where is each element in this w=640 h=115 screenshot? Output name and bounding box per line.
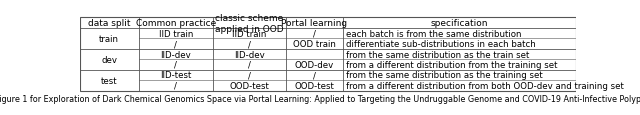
Text: differentiate sub-distributions in each batch: differentiate sub-distributions in each … (346, 40, 536, 49)
Text: from the same distribution as the train set: from the same distribution as the train … (346, 50, 529, 59)
Text: OOD train: OOD train (293, 40, 336, 49)
Text: specification: specification (431, 19, 488, 28)
Text: data split: data split (88, 19, 131, 28)
Text: IID train: IID train (232, 29, 267, 38)
Bar (80, 18, 576, 91)
Text: Common practice: Common practice (136, 19, 216, 28)
Text: classic scheme
applied in OOD: classic scheme applied in OOD (215, 13, 284, 33)
Text: from a different distribution from both OOD-dev and training set: from a different distribution from both … (346, 81, 624, 90)
Text: /: / (313, 29, 316, 38)
Text: /: / (248, 60, 251, 69)
Text: from a different distribution from the training set: from a different distribution from the t… (346, 60, 557, 69)
Text: IID-dev: IID-dev (234, 50, 265, 59)
Text: /: / (313, 71, 316, 80)
Text: OOD-dev: OOD-dev (295, 60, 334, 69)
Text: train: train (99, 34, 119, 43)
Text: IID-test: IID-test (160, 71, 191, 80)
Text: /: / (248, 71, 251, 80)
Text: /: / (174, 40, 177, 49)
Text: /: / (174, 81, 177, 90)
Text: /: / (174, 60, 177, 69)
Text: each batch is from the same distribution: each batch is from the same distribution (346, 29, 522, 38)
Text: OOD-test: OOD-test (294, 81, 334, 90)
Text: test: test (101, 76, 118, 85)
Text: from the same distribution as the training set: from the same distribution as the traini… (346, 71, 543, 80)
Text: /: / (248, 40, 251, 49)
Text: IID train: IID train (159, 29, 193, 38)
Text: Portal learning: Portal learning (282, 19, 348, 28)
Text: dev: dev (101, 55, 117, 64)
Text: OOD-test: OOD-test (230, 81, 269, 90)
Text: Table 1: Figure 1 for Exploration of Dark Chemical Genomics Space via Portal Lea: Table 1: Figure 1 for Exploration of Dar… (0, 94, 640, 103)
Text: IID-dev: IID-dev (161, 50, 191, 59)
